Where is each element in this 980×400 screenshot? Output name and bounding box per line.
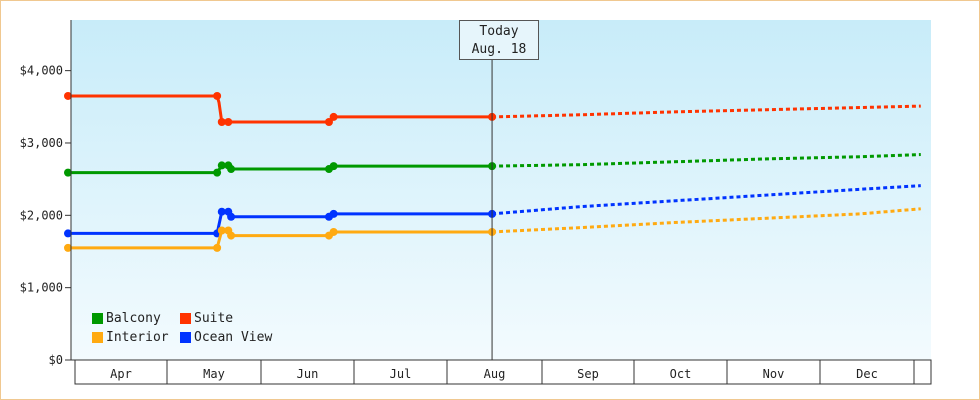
month-label-apr: Apr (110, 367, 132, 381)
series-forecast-line-interior (491, 207, 921, 234)
legend-label: Suite (194, 311, 234, 326)
data-point-interior (64, 243, 72, 252)
month-label-dec: Dec (856, 367, 878, 381)
plot-area (71, 20, 931, 360)
data-point-balcony (217, 161, 226, 170)
y-tick-label: $0 (49, 353, 63, 367)
y-tick-label: $1,000 (20, 281, 63, 295)
month-label-sep: Sep (577, 367, 599, 381)
legend-swatch (180, 332, 191, 343)
data-point-suite (213, 91, 222, 100)
series-forecast-line-ocean-view (491, 184, 921, 216)
legend-swatch (92, 313, 103, 324)
data-point-ocean-view (227, 212, 236, 221)
data-point-suite (64, 91, 72, 100)
data-point-interior (213, 243, 222, 252)
series-suite (64, 91, 921, 126)
y-tick-label: $4,000 (20, 64, 63, 78)
data-point-ocean-view (217, 207, 226, 216)
today-date: Aug. 18 (471, 42, 527, 57)
legend-item-suite: Suite (180, 311, 290, 326)
data-point-suite (329, 112, 338, 121)
month-label-oct: Oct (670, 367, 692, 381)
month-bar (74, 359, 932, 385)
today-label: Today (479, 24, 519, 39)
legend-label: Balcony (106, 311, 161, 326)
today-callout: Today Aug. 18 (459, 20, 539, 60)
data-point-ocean-view (64, 229, 72, 238)
month-label-jul: Jul (390, 367, 412, 381)
data-point-balcony (213, 168, 222, 177)
month-label-aug: Aug (484, 367, 506, 381)
data-point-balcony (64, 168, 72, 177)
data-point-ocean-view (329, 209, 338, 218)
data-point-interior (217, 226, 226, 235)
legend: Balcony Suite Interior Ocean View (92, 311, 290, 345)
data-point-balcony (227, 165, 236, 174)
data-point-balcony (329, 162, 338, 171)
month-label-nov: Nov (763, 367, 785, 381)
y-tick-label: $2,000 (20, 208, 63, 222)
legend-swatch (180, 313, 191, 324)
data-point-suite (217, 118, 226, 126)
legend-item-interior: Interior (92, 330, 180, 345)
legend-label: Interior (106, 330, 169, 345)
data-point-suite (224, 118, 233, 126)
month-label-jun: Jun (297, 367, 319, 381)
series-interior (64, 207, 921, 252)
legend-label: Ocean View (194, 330, 273, 345)
legend-item-ocean-view: Ocean View (180, 330, 290, 345)
legend-swatch (92, 332, 103, 343)
data-point-interior (329, 227, 338, 236)
data-point-suite (324, 118, 333, 126)
month-label-may: May (203, 367, 225, 381)
series-balcony (64, 153, 921, 177)
legend-item-balcony: Balcony (92, 311, 180, 326)
data-point-interior (227, 231, 236, 240)
series-forecast-line-suite (492, 104, 921, 119)
series-forecast-line-balcony (492, 153, 921, 168)
y-tick-label: $3,000 (20, 136, 63, 150)
